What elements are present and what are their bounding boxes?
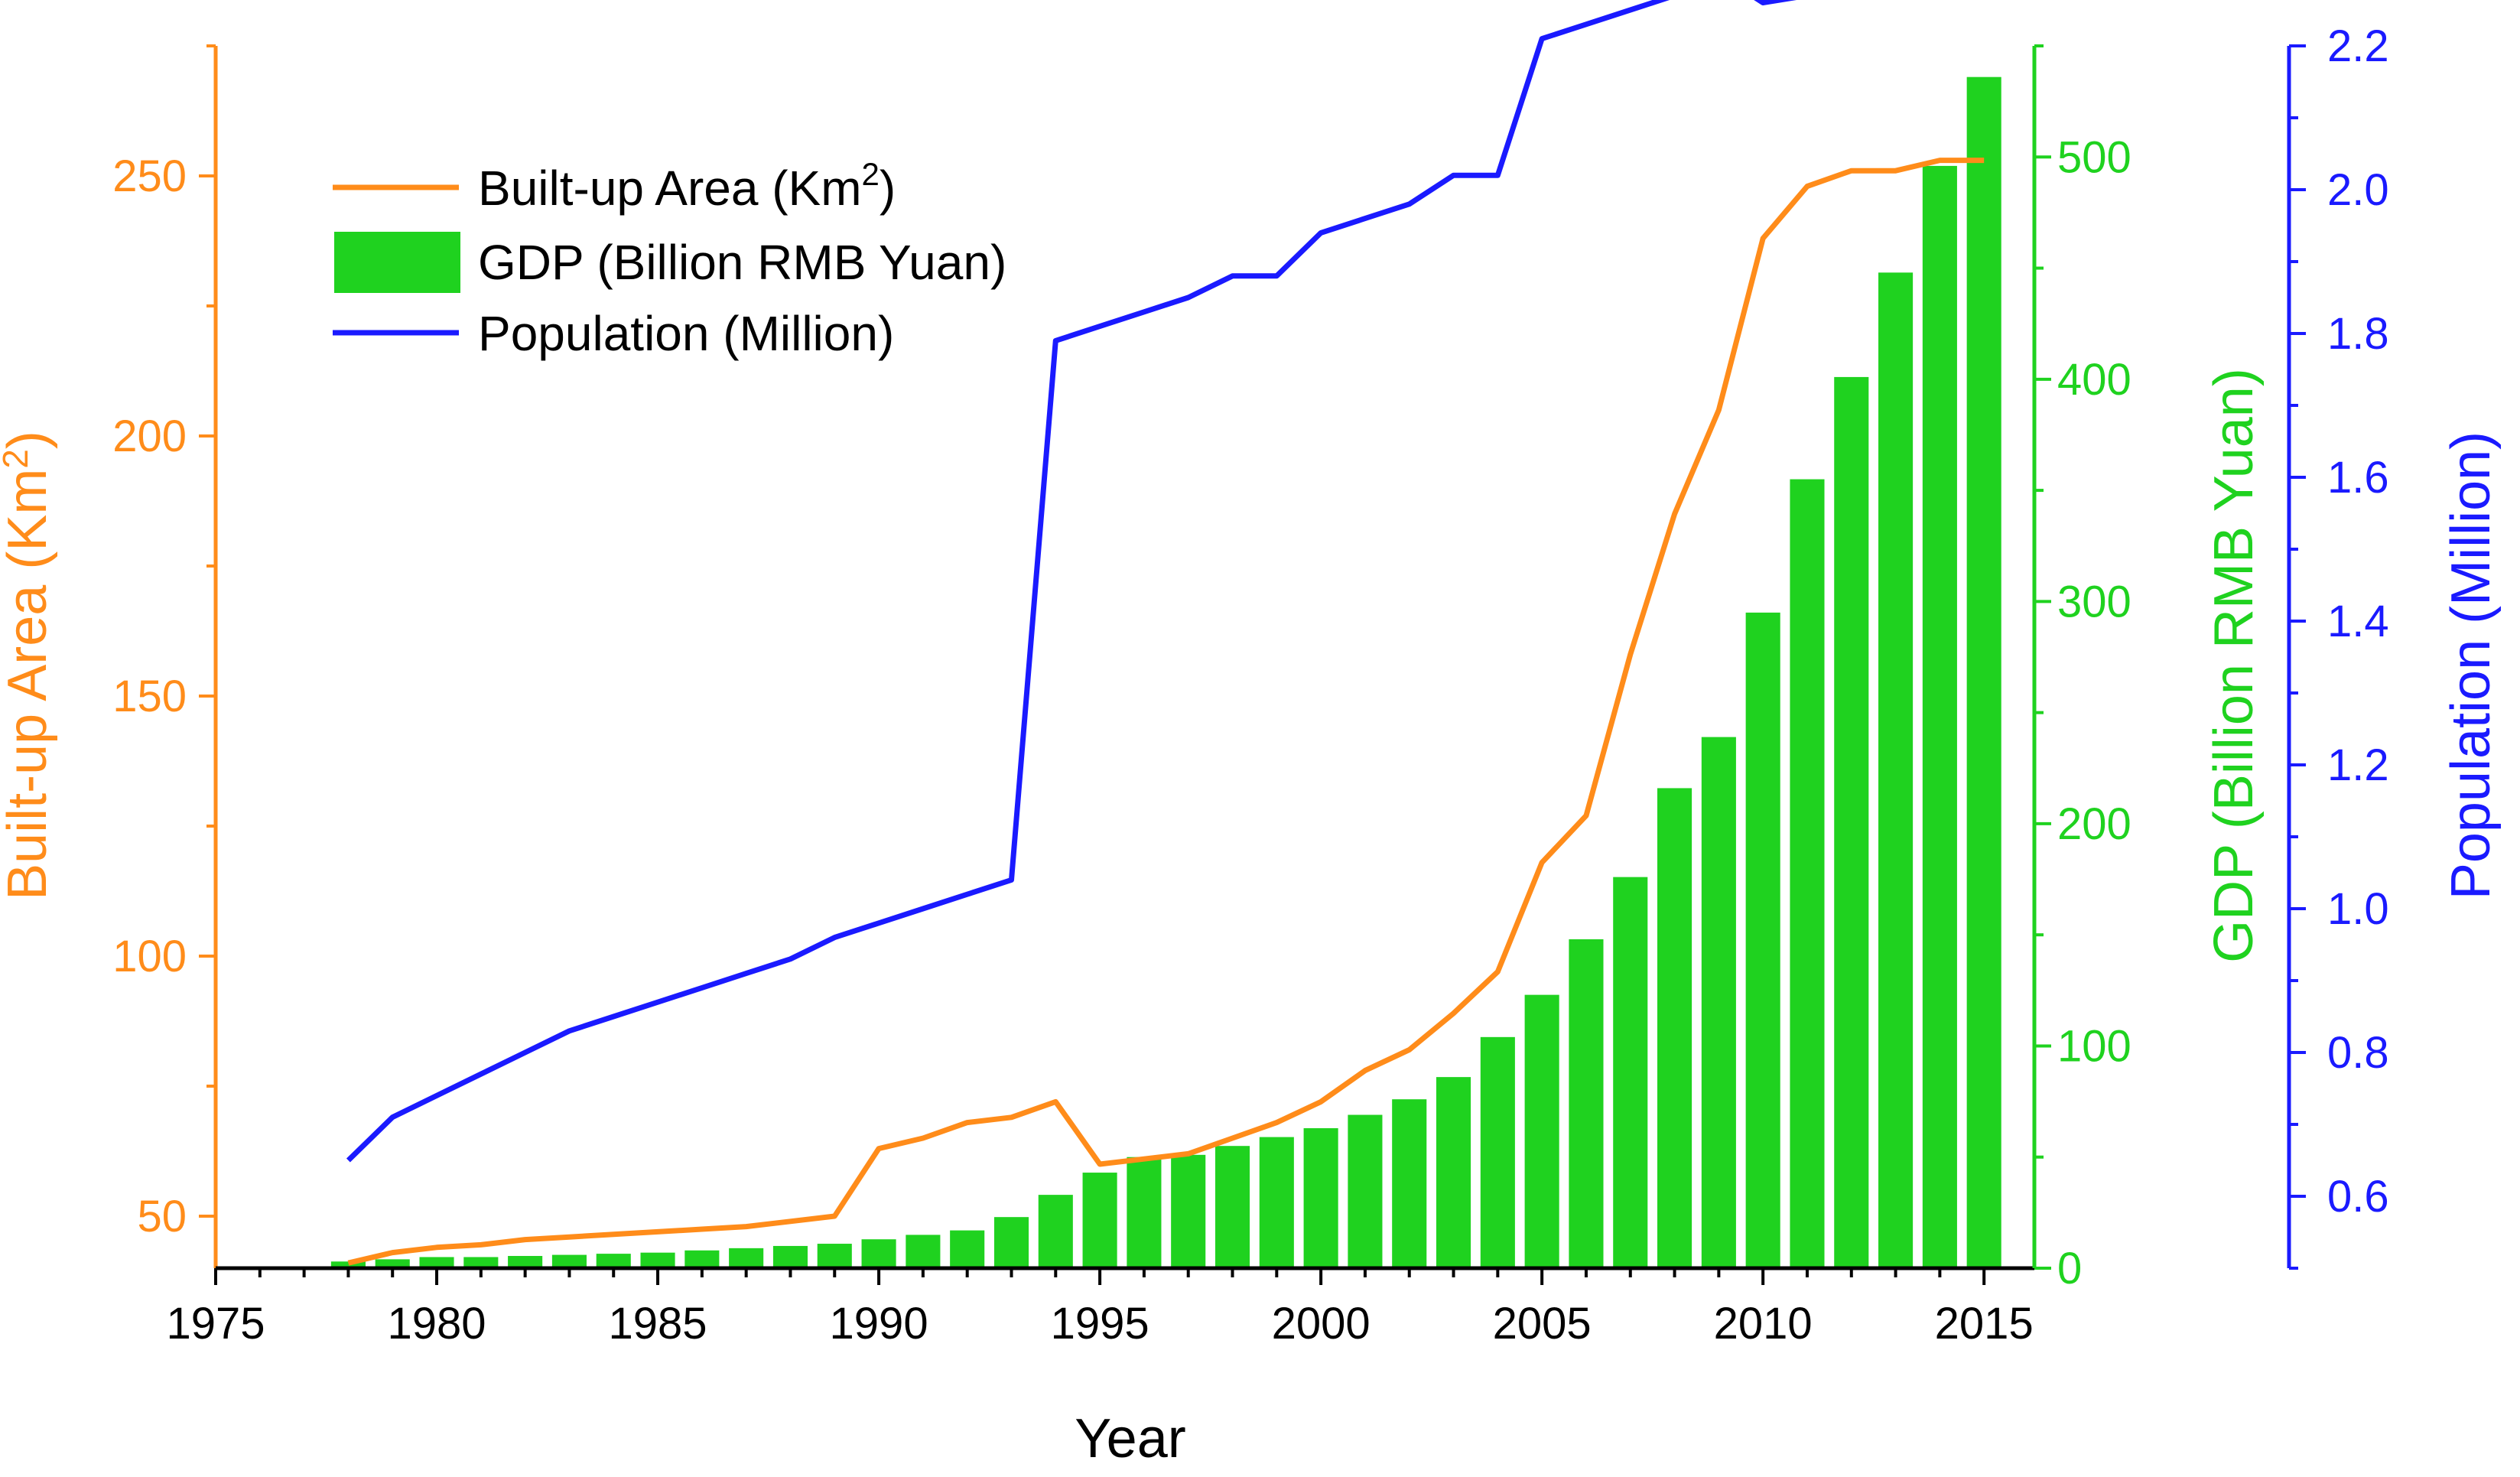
population-line [346, 0, 1797, 1163]
gdp-axis-title: GDP (Billion RMB Yuan) [2203, 368, 2265, 963]
series-lines [346, 0, 1985, 1266]
population-tick-label: 1.6 [2327, 453, 2389, 503]
gdp-tick-label: 500 [2057, 132, 2131, 182]
population-tick-label: 0.8 [2327, 1028, 2389, 1078]
gdp-bar-2012 [1834, 376, 1869, 1268]
population-tick-label: 0.6 [2327, 1172, 2389, 1222]
population-tick-label: 1.2 [2327, 740, 2389, 790]
population-axis-title: Population (Million) [2440, 431, 2502, 900]
gdp-bar-1986 [684, 1250, 720, 1268]
gdp-bar-1999 [1259, 1137, 1294, 1268]
built-up-area-line [347, 158, 1985, 1266]
left-tick-label: 150 [112, 672, 187, 721]
x-tick-label: 1980 [388, 1299, 486, 1348]
gdp-bar-1990 [861, 1239, 896, 1268]
x-tick-label: 2005 [1493, 1299, 1592, 1348]
left-tick-label: 100 [112, 932, 187, 981]
gdp-bar-2003 [1436, 1077, 1471, 1268]
population-tick-label: 2.0 [2327, 165, 2389, 215]
gdp-bar-1980 [419, 1257, 454, 1268]
gdp-bar-1994 [1038, 1195, 1073, 1268]
x-axis-title: Year [1075, 1408, 1185, 1469]
gdp-bar-1996 [1127, 1157, 1162, 1268]
gdp-bar-2002 [1392, 1099, 1427, 1268]
gdp-bar-2000 [1303, 1127, 1338, 1268]
gdp-bar-1978 [330, 1261, 366, 1268]
population-tick-label: 1.8 [2327, 309, 2389, 359]
gdp-bar-2014 [1922, 165, 1957, 1269]
x-tick-label: 1985 [609, 1299, 707, 1348]
gdp-tick-label: 100 [2057, 1021, 2131, 1071]
gdp-bar-1982 [508, 1256, 543, 1268]
left-tick-label: 200 [112, 412, 187, 461]
gdp-bar-1992 [950, 1230, 985, 1268]
gdp-bar-2010 [1745, 612, 1780, 1268]
population-tick-label: 1.0 [2327, 884, 2389, 934]
gdp-tick-label: 300 [2057, 577, 2131, 626]
left-axis-title: Built-up Area (Km2) [0, 431, 58, 900]
axes [213, 46, 2291, 1270]
ticks: 1975 1980 1985 1990 1995 2000 2005 2010 20155010… [112, 21, 2388, 1348]
gdp-bar-1979 [375, 1259, 410, 1268]
gdp-bar-2001 [1348, 1114, 1383, 1268]
legend: Built-up Area (Km2) GDP (Billion RMB Yua… [333, 156, 1006, 361]
gdp-bar-2008 [1657, 788, 1692, 1268]
gdp-tick-label: 0 [2057, 1244, 2082, 1293]
x-tick-label: 2000 [1272, 1299, 1371, 1348]
gdp-bars [330, 76, 2001, 1269]
gdp-bar-2013 [1878, 272, 1914, 1269]
gdp-tick-label: 200 [2057, 799, 2131, 849]
left-tick-label: 250 [112, 151, 187, 201]
x-tick-label: 1975 [166, 1299, 265, 1348]
gdp-bar-1998 [1214, 1146, 1250, 1268]
gdp-tick-label: 400 [2057, 355, 2131, 405]
gdp-bar-1985 [640, 1252, 675, 1268]
gdp-bar-1987 [729, 1248, 764, 1268]
gdp-bar-1983 [551, 1254, 587, 1268]
x-tick-label: 2015 [1935, 1299, 2034, 1348]
gdp-bar-2011 [1790, 479, 1825, 1268]
gdp-bar-2009 [1701, 737, 1736, 1268]
gdp-bar-2006 [1569, 939, 1604, 1268]
gdp-bar-1991 [906, 1235, 941, 1268]
gdp-bar-2015 [1966, 76, 2001, 1268]
gdp-bar-1993 [993, 1217, 1029, 1268]
gdp-bar-1984 [596, 1254, 631, 1268]
gdp-bar-2004 [1480, 1036, 1515, 1268]
legend-label-built-up-area: Built-up Area (Km2) [478, 156, 896, 216]
left-tick-label: 50 [137, 1192, 187, 1241]
gdp-bar-1995 [1082, 1173, 1117, 1268]
legend-label-population: Population (Million) [478, 306, 894, 361]
gdp-bar-2007 [1613, 877, 1648, 1268]
gdp-bar-2005 [1524, 994, 1559, 1268]
gdp-bar-1988 [772, 1245, 808, 1268]
gdp-bar-1989 [817, 1244, 852, 1268]
legend-swatch-gdp [334, 232, 460, 293]
population-tick-label: 1.4 [2327, 597, 2389, 646]
x-tick-label: 1990 [830, 1299, 928, 1348]
gdp-bar-1997 [1171, 1154, 1206, 1268]
population-tick-label: 2.2 [2327, 21, 2389, 71]
gdp-bar-1981 [463, 1257, 499, 1268]
legend-label-gdp: GDP (Billion RMB Yuan) [478, 235, 1006, 290]
x-tick-label: 1995 [1051, 1299, 1149, 1348]
x-tick-label: 2010 [1714, 1299, 1813, 1348]
